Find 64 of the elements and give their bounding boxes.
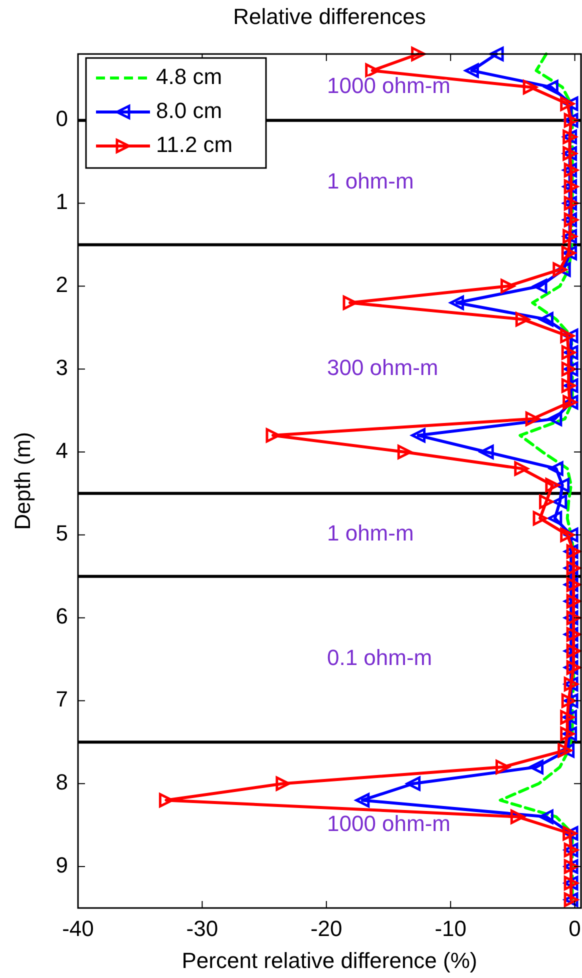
annotation: 1 ohm-m <box>326 168 414 194</box>
point <box>560 528 575 542</box>
point <box>397 444 412 460</box>
y-tick-label: 8 <box>56 769 68 794</box>
point <box>548 412 562 426</box>
point <box>532 511 548 526</box>
annotation: 1000 ohm-m <box>326 810 450 836</box>
annotation: 1 ohm-m <box>326 520 414 546</box>
y-tick-label: 5 <box>56 520 68 546</box>
point <box>548 511 562 526</box>
point <box>411 428 426 443</box>
point <box>560 96 575 111</box>
x-tick-label: -40 <box>62 916 94 941</box>
point <box>532 278 548 294</box>
legend-label: 11.2 cm <box>156 132 233 157</box>
point <box>464 63 479 78</box>
point <box>538 494 554 509</box>
point <box>510 810 525 824</box>
chart-title: Relative differences <box>233 4 426 29</box>
annotation: 0.1 ohm-m <box>326 645 432 670</box>
y-tick-label: 9 <box>56 852 68 878</box>
y-tick-label: 0 <box>56 106 68 132</box>
point <box>489 46 504 62</box>
x-tick-label: 0 <box>568 916 581 941</box>
x-tick-label: -30 <box>186 916 218 941</box>
point <box>411 46 426 62</box>
legend-label: 4.8 cm <box>156 64 222 89</box>
point <box>538 312 554 327</box>
point <box>158 792 174 808</box>
point <box>538 810 554 824</box>
point <box>514 461 529 476</box>
point <box>522 80 538 94</box>
point <box>529 760 544 774</box>
y-axis-title: Depth (m) <box>10 432 35 530</box>
y-tick-label: 6 <box>56 604 68 629</box>
point <box>560 328 575 344</box>
point <box>266 428 280 443</box>
point <box>342 295 358 310</box>
point <box>406 776 421 791</box>
point <box>355 792 370 808</box>
point <box>545 478 560 492</box>
y-tick-label: 1 <box>56 189 68 214</box>
point <box>552 494 568 509</box>
point <box>500 278 515 294</box>
point <box>276 776 290 791</box>
y-tick-label: 3 <box>56 354 68 380</box>
point <box>365 63 380 78</box>
point <box>450 295 464 310</box>
x-tick-label: -10 <box>434 916 466 941</box>
y-tick-label: 4 <box>56 438 68 463</box>
point <box>496 760 510 774</box>
x-axis-title: Percent relative difference (%) <box>182 948 478 973</box>
x-tick-label: -20 <box>310 916 342 941</box>
y-tick-label: 7 <box>56 686 68 712</box>
point <box>515 312 530 327</box>
point <box>544 80 558 94</box>
point <box>548 461 564 476</box>
point <box>479 444 494 460</box>
point <box>552 262 568 277</box>
annotation: 1000 ohm-m <box>326 72 450 98</box>
y-tick-label: 2 <box>56 272 68 297</box>
point <box>525 412 540 426</box>
annotation: 300 ohm-m <box>326 354 438 380</box>
legend-label: 8.0 cm <box>156 98 222 123</box>
